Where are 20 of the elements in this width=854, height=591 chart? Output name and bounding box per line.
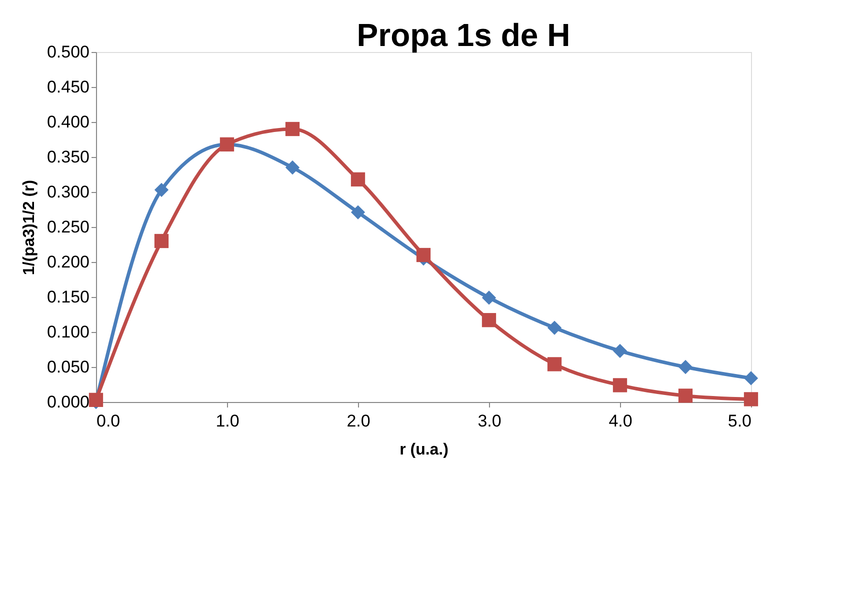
x-axis-title: r (u.a.): [400, 442, 448, 458]
y-tick-label: 0.450: [46, 78, 90, 96]
x-tick-label: 5.0: [728, 412, 752, 430]
chart-title: Propa 1s de H: [356, 17, 570, 53]
y-tick-label: 0.000: [46, 392, 90, 412]
x-tick-label: 2.0: [346, 412, 370, 430]
y-tick-label: 0.100: [46, 322, 90, 342]
y-tick-label: 0.500: [46, 42, 90, 62]
y-tick-label: 0.350: [46, 148, 90, 166]
x-tick-label: 4.0: [608, 412, 632, 430]
y-tick-label: 0.150: [46, 288, 90, 306]
x-tick-label: 3.0: [478, 412, 502, 430]
x-tick-label: 1.0: [216, 412, 240, 430]
y-tick-label: 0.300: [46, 182, 90, 202]
y-tick-label: 0.200: [46, 252, 90, 272]
x-tick-label: 0.0: [96, 412, 120, 430]
y-axis-title: 1/(pa3)1/2 (r): [20, 180, 38, 276]
y-tick-label: 0.250: [46, 218, 90, 236]
y-tick-label: 0.400: [46, 112, 90, 132]
y-tick-label: 0.050: [46, 358, 90, 376]
